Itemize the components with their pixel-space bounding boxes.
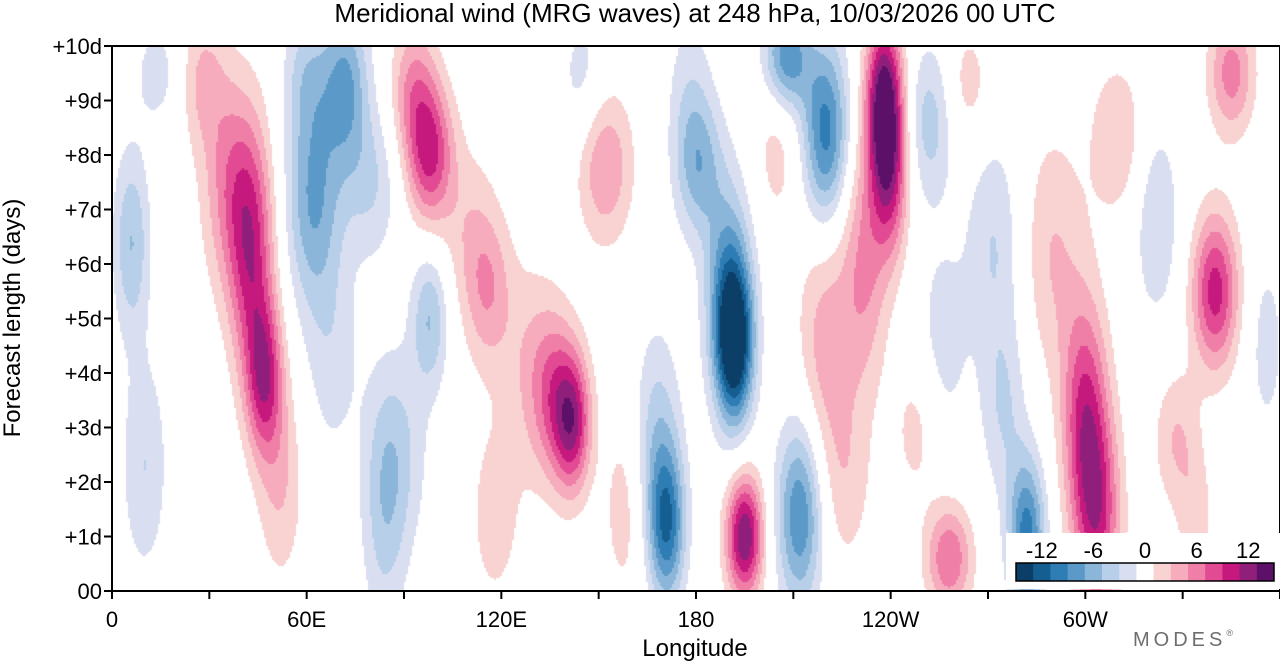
x-axis-ticks: 0 60E 120E 180 120W 60W [106,591,1280,632]
y-axis-label: Forecast length (days) [0,199,26,438]
y-tick-label: +5d [65,307,102,332]
y-tick-label: +9d [65,89,102,114]
colorbar-swatch [1188,563,1206,581]
y-tick-label: 00 [78,579,102,604]
colorbar-label: 12 [1236,538,1260,563]
colorbar-swatch [1136,563,1154,581]
y-tick-label: +1d [65,525,102,550]
x-tick-label: 180 [678,607,715,632]
x-axis-label: Longitude [642,635,747,662]
modes-logo: MODES® [1133,628,1237,651]
y-axis-ticks: 00 +1d +2d +3d +4d +5d +6d +7d +8d +9d +10d [52,34,112,604]
colorbar-swatch [1102,563,1120,581]
colorbar-label: -6 [1084,538,1104,563]
y-tick-label: +3d [65,416,102,441]
colorbar-swatch [1170,563,1189,581]
x-tick-label: 0 [106,607,118,632]
y-tick-label: +10d [52,34,102,59]
colorbar-frame [1015,562,1275,582]
modes-logo-text: MODES [1133,629,1226,651]
colorbar-swatch [1239,563,1258,581]
colorbar-swatch [1016,563,1034,581]
colorbar-swatch [1084,563,1103,581]
colorbar-swatch [1256,563,1275,581]
colorbar-label: 6 [1190,538,1202,563]
colorbar-swatch [1033,563,1051,581]
x-tick-label: 60W [1063,607,1108,632]
colorbar-swatch [1119,563,1137,581]
y-tick-label: +2d [65,470,102,495]
y-tick-label: +6d [65,252,102,277]
registered-mark: ® [1226,628,1237,638]
colorbar-swatch [1222,563,1240,581]
colorbar-label: -12 [1026,538,1058,563]
heatmap-image [112,46,1280,591]
colorbar: -12 -6 0 6 12 [1006,533,1280,589]
x-tick-label: 120W [862,607,920,632]
x-tick-label: 60E [287,607,326,632]
colorbar-swatch [1205,563,1223,581]
y-tick-label: +7d [65,198,102,223]
chart-title: Meridional wind (MRG waves) at 248 hPa, … [334,0,1055,28]
colorbar-swatch [1050,563,1068,581]
heatmap-field [112,46,1280,591]
colorbar-swatch [1153,563,1172,581]
colorbar-swatch [1067,563,1086,581]
colorbar-label: 0 [1139,538,1151,563]
y-tick-label: +8d [65,143,102,168]
y-tick-label: +4d [65,361,102,386]
x-tick-label: 120E [476,607,527,632]
